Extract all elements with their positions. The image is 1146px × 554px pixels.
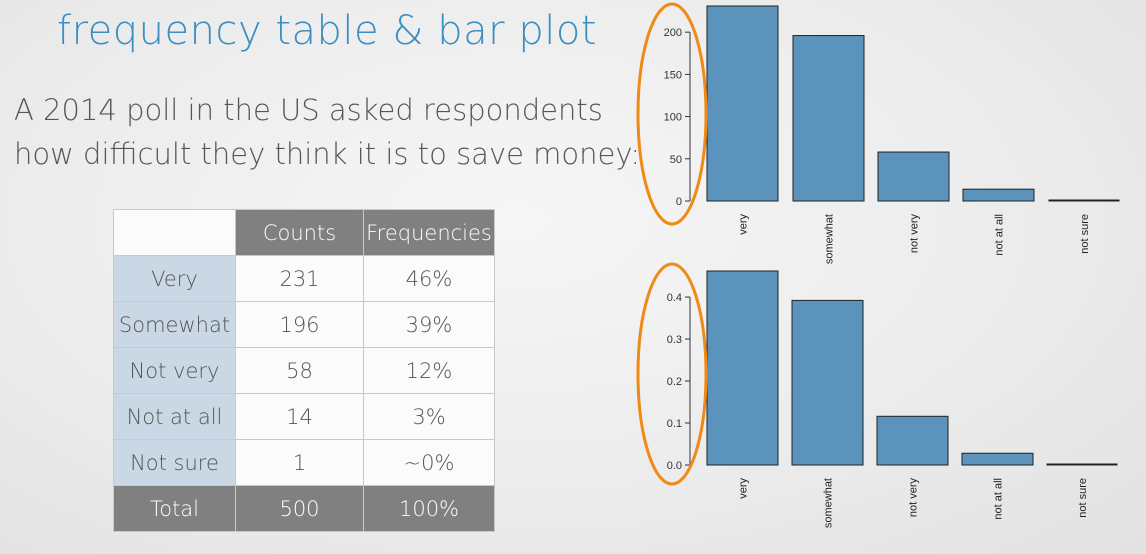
bar-not-sure <box>1046 463 1118 466</box>
x-tick-label: somewhat <box>824 214 836 264</box>
bar-not-very <box>876 415 949 466</box>
bar-very <box>706 270 779 466</box>
slide-title: frequency table & bar plot <box>57 8 597 54</box>
frequency-cell: 46% <box>363 255 495 302</box>
table-total-row: Total 500 100% <box>113 485 495 532</box>
x-tick-label: not at all <box>993 478 1005 520</box>
total-frequency: 100% <box>363 485 495 532</box>
table-row: Not at all 14 3% <box>113 393 495 440</box>
x-tick-label: not very <box>908 478 920 518</box>
y-tick-label: 0.3 <box>667 334 682 346</box>
table-row: Somewhat 196 39% <box>113 301 495 348</box>
count-cell: 58 <box>235 347 364 394</box>
count-cell: 196 <box>235 301 364 348</box>
frequency-table: Counts Frequencies Very 231 46% Somewhat… <box>113 209 495 532</box>
total-label: Total <box>113 485 236 532</box>
bar-not-at-all <box>961 452 1034 466</box>
header-counts: Counts <box>235 209 364 256</box>
bar-somewhat <box>792 35 865 202</box>
y-tick-label: 0.2 <box>667 376 682 388</box>
bar-not-very <box>877 151 950 202</box>
bar-very <box>706 5 779 202</box>
y-tick-label: 50 <box>670 154 682 166</box>
x-tick-label: not sure <box>1077 478 1089 518</box>
bar-not-sure <box>1048 199 1120 202</box>
count-cell: 231 <box>235 255 364 302</box>
row-label: Not sure <box>113 439 236 486</box>
bar-somewhat <box>791 299 864 466</box>
x-tick-label: very <box>738 214 750 235</box>
count-cell: 1 <box>235 439 364 486</box>
y-tick-label: 100 <box>664 112 682 124</box>
y-tick-label: 0 <box>676 196 682 208</box>
table-header-row: Counts Frequencies <box>113 209 495 256</box>
x-tick-label: not sure <box>1079 214 1091 254</box>
highlight-ellipse <box>636 262 708 486</box>
row-label: Not very <box>113 347 236 394</box>
x-tick-label: not very <box>909 214 921 254</box>
count-cell: 14 <box>235 393 364 440</box>
frequency-cell: ~0% <box>363 439 495 486</box>
x-tick-label: very <box>738 478 750 499</box>
bar-not-at-all <box>962 188 1035 202</box>
intro-text: A 2014 poll in the US asked respondents … <box>14 88 654 176</box>
y-tick-label: 0.0 <box>667 460 682 472</box>
x-tick-label: somewhat <box>823 478 835 528</box>
intro-line-1: A 2014 poll in the US asked respondents <box>14 93 603 127</box>
row-label: Somewhat <box>113 301 236 348</box>
total-count: 500 <box>235 485 364 532</box>
frequency-cell: 3% <box>363 393 495 440</box>
x-tick-label: not at all <box>994 214 1006 256</box>
table-row: Not sure 1 ~0% <box>113 439 495 486</box>
y-tick-label: 150 <box>664 69 682 81</box>
y-tick-label: 0.1 <box>667 418 682 430</box>
frequency-cell: 39% <box>363 301 495 348</box>
y-tick-label: 200 <box>664 27 682 39</box>
highlight-ellipse <box>636 2 708 226</box>
table-row: Very 231 46% <box>113 255 495 302</box>
intro-line-2: how difficult they think it is to save m… <box>14 137 641 171</box>
y-tick-label: 0.4 <box>667 292 682 304</box>
table-row: Not very 58 12% <box>113 347 495 394</box>
